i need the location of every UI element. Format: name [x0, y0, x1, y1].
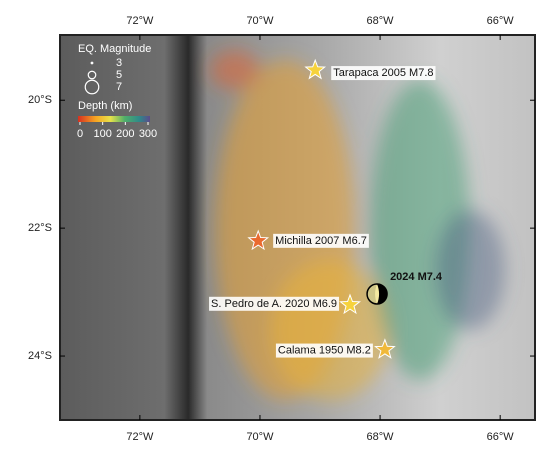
depth-label: 0 — [77, 128, 83, 140]
event-label: 2024 M7.4 — [390, 271, 443, 283]
magnitude-label: 5 — [116, 69, 122, 81]
y-tick-label: 24°S — [28, 350, 52, 362]
event-label: Michilla 2007 M6.7 — [275, 235, 367, 247]
magnitude-symbol — [84, 79, 100, 95]
depth-label: 300 — [139, 128, 157, 140]
label-box — [275, 343, 373, 358]
x-tick-label: 70°W — [246, 15, 274, 27]
depth-label: 200 — [116, 128, 134, 140]
seismicity-cloud — [210, 50, 505, 400]
x-tick-label: 66°W — [487, 431, 515, 443]
depth-title: Depth (km) — [78, 100, 132, 112]
magnitude-symbol — [90, 61, 94, 65]
x-tick-label: 68°W — [367, 15, 395, 27]
depth-colorbar — [78, 116, 150, 122]
x-tick-label: 68°W — [367, 431, 395, 443]
y-tick-label: 22°S — [28, 222, 52, 234]
x-tick-label: 72°W — [126, 431, 154, 443]
event-label: Calama 1950 M8.2 — [278, 345, 371, 357]
magnitude-symbol — [87, 70, 97, 80]
label-box — [331, 66, 436, 81]
event-star — [247, 229, 270, 251]
magnitude-title: EQ. Magnitude — [78, 43, 151, 55]
event-star — [339, 293, 361, 315]
beachball-quadrant — [377, 284, 388, 305]
label-box — [273, 233, 369, 248]
x-tick-label: 66°W — [487, 15, 515, 27]
event-label: S. Pedro de A. 2020 M6.9 — [211, 298, 337, 310]
event-label: Tarapaca 2005 M7.8 — [333, 67, 433, 79]
label-box — [209, 296, 340, 311]
depth-label: 100 — [93, 128, 111, 140]
magnitude-label: 3 — [116, 57, 122, 69]
x-tick-label: 70°W — [246, 431, 274, 443]
y-tick-label: 20°S — [28, 94, 52, 106]
frame — [59, 34, 536, 421]
beachball-quadrant — [367, 284, 378, 305]
event-star — [304, 58, 327, 80]
x-tick-label: 72°W — [126, 15, 154, 27]
magnitude-label: 7 — [116, 81, 122, 93]
event-star — [374, 338, 396, 359]
